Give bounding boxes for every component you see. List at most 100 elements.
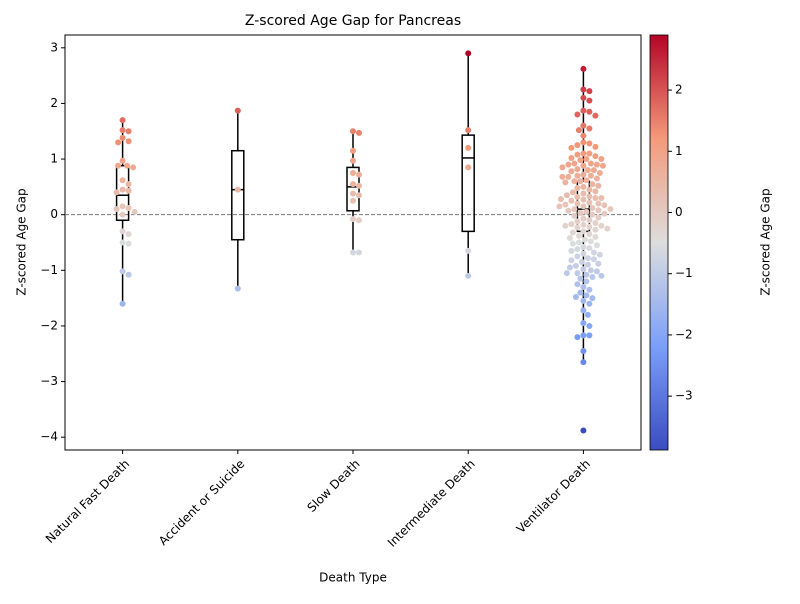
point xyxy=(562,201,569,208)
point xyxy=(234,186,241,193)
point xyxy=(595,200,602,207)
point xyxy=(119,239,126,246)
point xyxy=(571,212,578,219)
point xyxy=(590,256,597,263)
point xyxy=(350,216,356,223)
point xyxy=(578,258,585,265)
point xyxy=(586,322,593,329)
point xyxy=(592,153,599,160)
point xyxy=(580,183,587,190)
point xyxy=(598,272,605,279)
point xyxy=(565,161,572,168)
point xyxy=(599,162,606,169)
point xyxy=(577,210,584,217)
point xyxy=(565,173,572,180)
point xyxy=(574,218,581,225)
point xyxy=(465,50,472,57)
y-tick-label: 3 xyxy=(50,40,58,54)
point xyxy=(589,211,596,218)
y-tick-label: −3 xyxy=(40,374,58,388)
point xyxy=(607,206,614,213)
point xyxy=(356,217,362,224)
colorbar-tick-label: 1 xyxy=(675,144,683,158)
point xyxy=(580,297,587,304)
point xyxy=(577,289,584,296)
point xyxy=(580,320,587,327)
point xyxy=(356,192,362,199)
point xyxy=(586,286,593,293)
colorbar-tick-label: −2 xyxy=(675,327,693,341)
box xyxy=(231,149,245,241)
point xyxy=(577,157,584,164)
point xyxy=(580,132,587,139)
y-tick-label: 1 xyxy=(50,152,58,166)
point xyxy=(589,295,596,302)
point xyxy=(234,107,241,114)
point xyxy=(130,164,137,171)
point xyxy=(586,97,593,104)
point xyxy=(113,189,120,196)
point xyxy=(580,139,587,146)
point xyxy=(580,107,587,114)
point xyxy=(592,226,599,233)
point xyxy=(596,251,603,258)
point xyxy=(350,190,356,197)
point xyxy=(568,247,575,254)
point xyxy=(119,300,126,307)
point xyxy=(592,143,599,150)
point xyxy=(574,270,581,277)
point xyxy=(592,220,599,227)
point xyxy=(575,127,582,134)
point xyxy=(592,194,599,201)
point xyxy=(574,142,581,149)
point xyxy=(587,238,594,245)
colorbar-tick-label: 0 xyxy=(675,205,683,219)
point xyxy=(569,240,576,247)
point xyxy=(574,334,581,341)
point xyxy=(568,221,575,228)
point xyxy=(575,232,582,239)
point xyxy=(465,247,472,254)
point xyxy=(586,140,593,147)
point xyxy=(577,178,584,185)
point xyxy=(604,225,611,232)
point xyxy=(350,181,356,188)
point xyxy=(592,112,599,119)
point xyxy=(356,171,362,178)
colorbar-label: Z-scored Age Gap xyxy=(759,188,773,295)
point xyxy=(569,189,576,196)
point xyxy=(595,214,602,221)
point xyxy=(562,222,569,229)
point xyxy=(574,184,581,191)
y-axis-label: Z-scored Age Gap xyxy=(15,188,29,295)
point xyxy=(590,167,597,174)
point xyxy=(580,427,587,434)
point xyxy=(586,125,593,132)
point xyxy=(125,205,132,212)
point xyxy=(589,205,596,212)
point xyxy=(571,160,578,167)
y-tick-label: −1 xyxy=(40,263,58,277)
point xyxy=(592,233,599,240)
point xyxy=(580,196,587,203)
y-tick-label: 0 xyxy=(50,207,58,221)
point xyxy=(125,271,132,278)
point xyxy=(568,168,575,175)
point xyxy=(125,231,132,238)
point xyxy=(234,285,241,292)
point xyxy=(593,161,600,168)
point xyxy=(581,236,588,243)
point xyxy=(119,127,126,134)
point xyxy=(574,166,581,173)
point xyxy=(584,255,591,262)
point xyxy=(574,281,581,288)
point xyxy=(465,144,472,151)
point xyxy=(556,203,563,210)
point xyxy=(572,262,579,269)
point xyxy=(584,261,591,268)
point xyxy=(598,156,605,163)
point xyxy=(583,271,590,278)
point xyxy=(584,311,591,318)
point xyxy=(586,332,593,339)
